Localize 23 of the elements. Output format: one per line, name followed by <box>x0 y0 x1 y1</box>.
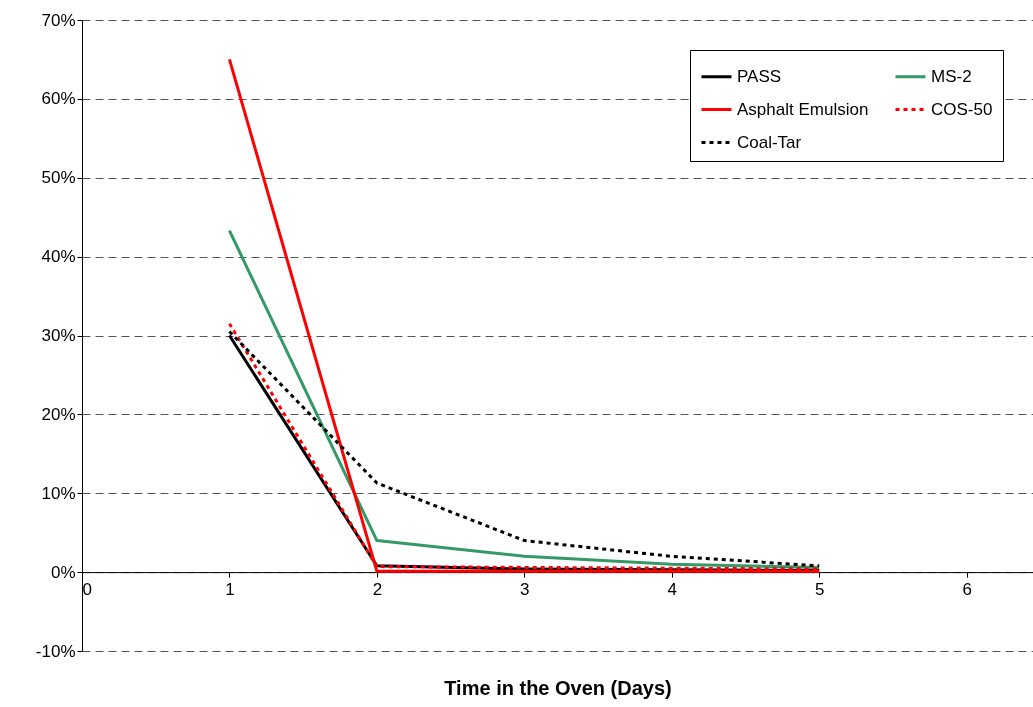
x-tick-label: 3 <box>520 579 530 599</box>
legend-label: PASS <box>737 66 782 86</box>
x-tick-label: 6 <box>962 579 972 599</box>
x-tick-label: 4 <box>667 579 677 599</box>
legend-label: COS-50 <box>931 99 993 119</box>
x-tick-label: 1 <box>225 579 235 599</box>
y-tick-label: 0% <box>50 562 76 582</box>
legend-label: Asphalt Emulsion <box>737 99 869 119</box>
y-tick-label: 40% <box>41 247 76 267</box>
legend-label: Coal-Tar <box>737 132 802 152</box>
legend-label: MS-2 <box>931 66 972 86</box>
y-tick-label: 60% <box>41 89 76 109</box>
y-tick-label: 50% <box>41 168 76 188</box>
x-tick-label: 5 <box>814 579 825 599</box>
x-axis-title: Time in the Oven (Days) <box>444 676 672 699</box>
y-tick-label: 10% <box>41 483 76 503</box>
x-tick-label: 2 <box>372 579 383 599</box>
y-tick-label: 30% <box>41 326 76 345</box>
y-tick-label: 70% <box>41 10 76 30</box>
line-series <box>227 229 821 569</box>
y-tick-label: 20% <box>41 404 76 424</box>
x-tick-label: 0 <box>82 579 92 599</box>
y-tick-label: -10% <box>35 641 76 661</box>
